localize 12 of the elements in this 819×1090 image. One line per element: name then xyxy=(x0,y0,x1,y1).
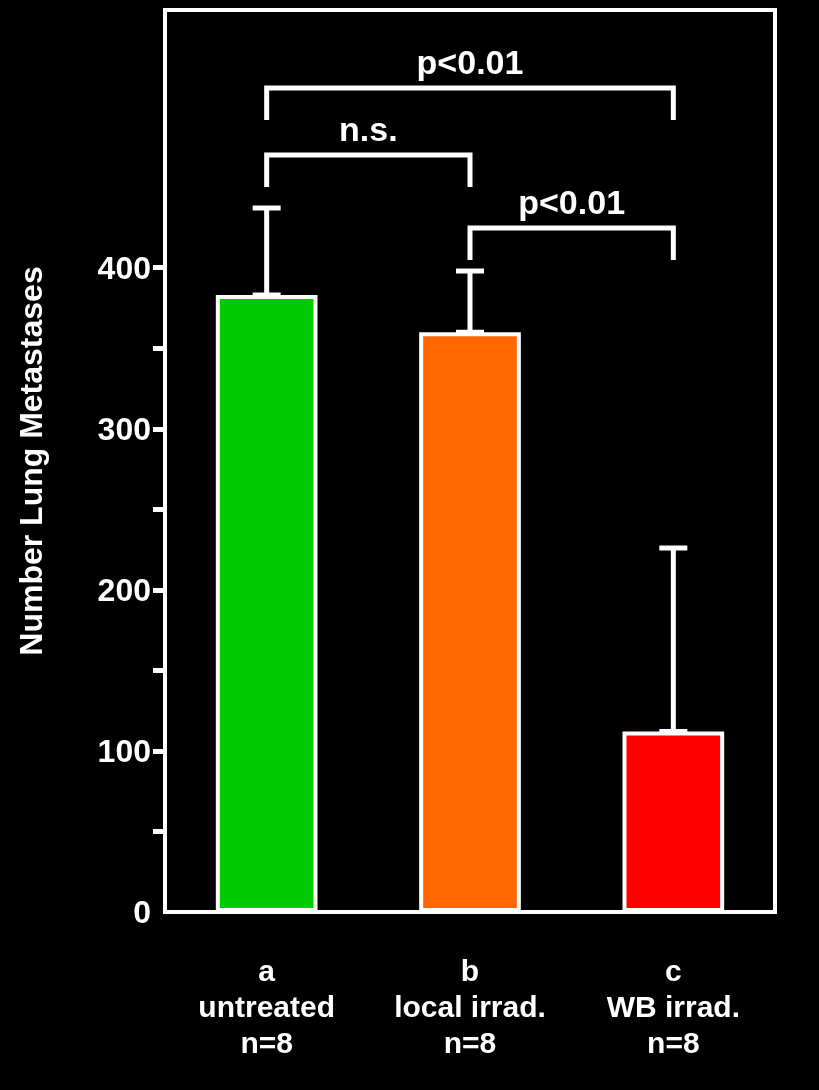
y-tick-label: 0 xyxy=(133,894,151,930)
x-tick-label: a untreated n=8 xyxy=(198,953,336,1059)
annotation: p<0.01 xyxy=(416,43,524,81)
y-tick-label: 400 xyxy=(97,249,151,286)
annotation: p<0.01 xyxy=(518,183,626,221)
y-axis-title: Number Lung Metastases xyxy=(13,266,49,656)
annotation: n.s. xyxy=(339,110,398,148)
y-tick-label: 100 xyxy=(97,732,151,769)
x-tick-label: c WB irrad. n=8 xyxy=(606,953,741,1059)
y-tick-label: 300 xyxy=(97,410,151,447)
y-tick-label: 200 xyxy=(97,571,151,608)
x-tick-label: b local irrad. n=8 xyxy=(394,953,546,1059)
